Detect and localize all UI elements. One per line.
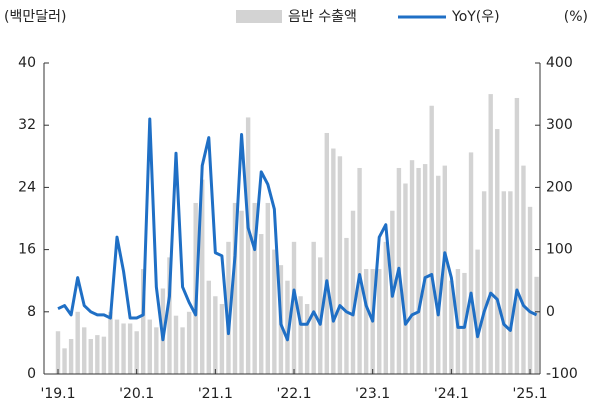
bar bbox=[442, 165, 448, 374]
bar bbox=[180, 327, 185, 374]
bar bbox=[127, 323, 133, 374]
bar bbox=[488, 94, 493, 374]
bar bbox=[134, 331, 139, 374]
bar bbox=[200, 179, 205, 374]
bar bbox=[68, 339, 74, 374]
bar bbox=[141, 269, 146, 374]
bar bbox=[475, 249, 480, 374]
bar bbox=[527, 206, 533, 374]
legend-label: 음반 수출액 bbox=[288, 9, 357, 25]
bar bbox=[429, 105, 434, 374]
bar bbox=[82, 327, 87, 374]
bar bbox=[377, 269, 382, 374]
bar bbox=[298, 296, 303, 374]
bar bbox=[344, 237, 349, 374]
bar bbox=[245, 117, 251, 375]
bar bbox=[514, 97, 520, 375]
bar bbox=[259, 234, 264, 374]
y2-tick-label: 400 bbox=[546, 55, 573, 71]
y2-tick-label: 100 bbox=[546, 242, 573, 258]
bar bbox=[272, 249, 277, 374]
bar bbox=[206, 280, 211, 374]
bar bbox=[226, 241, 231, 374]
legend-label: YoY(우) bbox=[451, 9, 500, 25]
bar bbox=[154, 327, 159, 374]
y-tick-label: 32 bbox=[18, 117, 36, 133]
bar bbox=[495, 129, 500, 374]
bar bbox=[449, 280, 454, 374]
bar bbox=[363, 269, 369, 374]
bar bbox=[173, 315, 179, 374]
bar bbox=[324, 132, 329, 374]
bar bbox=[167, 257, 172, 374]
bar bbox=[95, 335, 100, 374]
bar bbox=[311, 241, 316, 374]
yoy-line bbox=[57, 117, 538, 342]
bar bbox=[88, 339, 93, 374]
bar bbox=[55, 331, 61, 374]
bar bbox=[101, 336, 107, 374]
bar bbox=[468, 152, 474, 374]
x-tick-label: '22.1 bbox=[277, 386, 312, 402]
legend-swatch-bar bbox=[236, 10, 282, 23]
bar bbox=[416, 167, 421, 374]
bar bbox=[508, 191, 513, 374]
bar bbox=[62, 348, 67, 374]
bar bbox=[285, 280, 290, 374]
bar bbox=[403, 183, 408, 374]
y-tick-label: 24 bbox=[18, 179, 36, 195]
bar bbox=[121, 323, 126, 374]
bar bbox=[239, 210, 244, 374]
bar bbox=[186, 311, 192, 374]
bar bbox=[481, 191, 487, 374]
bar bbox=[219, 304, 225, 374]
x-tick-label: '25.1 bbox=[513, 386, 548, 402]
y2-tick-label: 300 bbox=[546, 117, 573, 133]
bar bbox=[383, 241, 388, 374]
bar bbox=[213, 296, 218, 374]
y2-tick-label: 200 bbox=[546, 179, 573, 195]
y-tick-label: 0 bbox=[27, 366, 36, 382]
y-tick-label: 8 bbox=[27, 304, 36, 320]
y2-tick-label: -100 bbox=[546, 366, 578, 382]
bar bbox=[232, 202, 238, 374]
bar bbox=[422, 164, 428, 374]
x-tick-label: '24.1 bbox=[434, 386, 469, 402]
y2-tick-label: 0 bbox=[546, 304, 555, 320]
y-tick-label: 16 bbox=[18, 242, 36, 258]
bar bbox=[534, 276, 539, 374]
bar bbox=[291, 241, 297, 374]
y-axis-label: (백만달러) bbox=[4, 9, 66, 25]
bar bbox=[337, 156, 343, 374]
bar bbox=[409, 160, 415, 374]
y-tick-label: 40 bbox=[18, 55, 36, 71]
bar bbox=[357, 167, 362, 374]
y2-axis-label: (%) bbox=[564, 9, 588, 25]
bar bbox=[501, 191, 507, 374]
bar bbox=[436, 175, 441, 374]
x-tick-label: '19.1 bbox=[40, 386, 75, 402]
bar bbox=[304, 304, 310, 374]
bar bbox=[252, 202, 257, 374]
bar bbox=[331, 148, 336, 374]
bar bbox=[147, 319, 152, 374]
bar bbox=[108, 311, 113, 374]
bar bbox=[114, 319, 120, 374]
bar bbox=[521, 165, 526, 374]
bar bbox=[75, 311, 80, 374]
bar bbox=[265, 202, 270, 374]
bar bbox=[350, 210, 356, 374]
x-tick-label: '20.1 bbox=[119, 386, 154, 402]
x-tick-label: '23.1 bbox=[355, 386, 390, 402]
x-tick-label: '21.1 bbox=[198, 386, 233, 402]
